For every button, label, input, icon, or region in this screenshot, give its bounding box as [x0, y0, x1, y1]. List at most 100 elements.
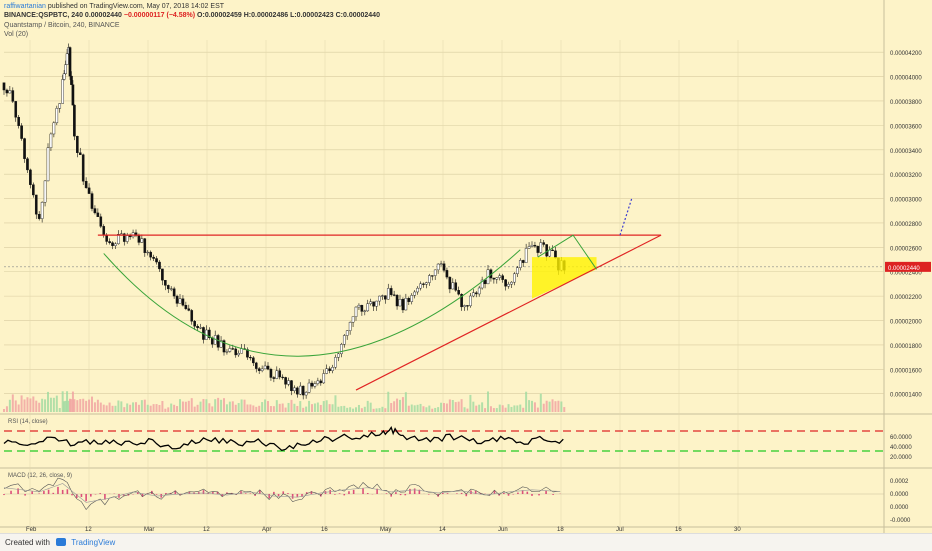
volume-bar — [135, 402, 137, 412]
candle-body — [402, 299, 404, 310]
candle-body — [26, 159, 28, 170]
volume-bar — [469, 395, 471, 412]
volume-bar — [12, 394, 14, 412]
candle-body — [452, 283, 454, 289]
volume-bar — [47, 392, 49, 412]
change-value: −0.00000117 (−4.58%) — [124, 12, 195, 19]
candle-body — [302, 386, 304, 395]
volume-bar — [411, 405, 413, 412]
volume-bar — [141, 400, 143, 412]
volume-bar — [352, 409, 354, 412]
volume-bar — [420, 404, 422, 412]
volume-bar — [241, 399, 243, 412]
macd-histogram-bar — [508, 494, 510, 496]
volume-bar — [232, 401, 234, 412]
volume-bar — [543, 404, 545, 412]
macd-histogram-bar — [442, 493, 444, 494]
volume-bar — [464, 407, 466, 412]
volume-bar — [340, 406, 342, 412]
volume-bar — [417, 405, 419, 412]
macd-histogram-bar — [461, 493, 463, 494]
volume-bar — [361, 408, 363, 412]
macd-histogram-bar — [81, 494, 83, 497]
volume-bar — [422, 406, 424, 412]
volume-bar — [452, 400, 454, 412]
volume-bar — [293, 404, 295, 412]
macd-histogram-bar — [268, 494, 270, 498]
candle-body — [299, 386, 301, 394]
candle-body — [287, 381, 289, 385]
candle-body — [502, 276, 504, 280]
candle-body — [241, 349, 243, 354]
volume-bar — [211, 406, 213, 412]
candle-body — [390, 288, 392, 294]
volume-bar — [32, 396, 34, 412]
candle-body — [114, 244, 116, 246]
candle-body — [358, 305, 360, 307]
volume-bar — [490, 406, 492, 412]
candle-body — [537, 246, 539, 252]
volume-bar — [434, 408, 436, 412]
volume-bar — [41, 399, 43, 412]
volume-bar — [458, 402, 460, 412]
volume-bar — [519, 405, 521, 412]
volume-bar — [384, 408, 386, 412]
candle-body — [109, 241, 111, 242]
candle-body — [466, 305, 468, 306]
volume-bar — [475, 406, 477, 412]
volume-bar — [126, 403, 128, 412]
candle-body — [496, 278, 498, 280]
volume-bar — [255, 407, 257, 412]
candle-body — [285, 377, 287, 384]
candle-body — [308, 383, 310, 392]
candle-body — [261, 369, 263, 371]
candle-body — [47, 148, 49, 181]
volume-bar — [273, 406, 275, 412]
volume-bar — [314, 403, 316, 412]
candle-body — [510, 282, 512, 284]
candle-body — [528, 247, 530, 249]
volume-bar — [191, 398, 193, 412]
volume-bar — [554, 401, 556, 412]
volume-bar — [449, 399, 451, 412]
candle-body — [32, 185, 34, 195]
macd-histogram-bar — [43, 491, 45, 494]
projection-arrow — [620, 199, 632, 236]
volume-bar — [305, 407, 307, 412]
candle-body — [91, 194, 93, 209]
candle-body — [188, 309, 190, 311]
triangle-fill — [532, 257, 597, 298]
price-tick-label: 0.00003200 — [890, 173, 922, 179]
candle-body — [384, 296, 386, 300]
candle-body — [185, 305, 187, 308]
macd-histogram-bar — [287, 493, 289, 494]
candle-body — [290, 381, 292, 391]
candle-body — [355, 307, 357, 317]
candle-body — [305, 392, 307, 395]
price-tick-label: 0.00004000 — [890, 76, 922, 82]
candle-body — [364, 311, 366, 312]
volume-bar — [349, 407, 351, 412]
candle-body — [340, 344, 342, 353]
macd-histogram-bar — [57, 487, 59, 494]
author-link[interactable]: raffiwartanian — [4, 3, 46, 10]
macd-histogram-bar — [353, 490, 355, 494]
volume-bar — [402, 397, 404, 412]
candle-body — [293, 388, 295, 391]
volume-bar — [6, 406, 8, 412]
volume-bar — [158, 405, 160, 412]
volume-bar — [513, 405, 515, 412]
published-text: published on TradingView.com, May 07, 20… — [48, 3, 224, 10]
tradingview-link[interactable]: TradingView — [71, 538, 115, 547]
candle-body — [349, 322, 351, 330]
volume-bar — [505, 408, 507, 412]
volume-bar — [238, 403, 240, 412]
volume-bar — [109, 403, 111, 412]
volume-bar — [414, 405, 416, 412]
volume-bar — [540, 394, 542, 412]
candle-body — [449, 277, 451, 289]
volume-bar — [103, 405, 105, 412]
annotations — [98, 199, 661, 390]
macd-histogram-bar — [343, 494, 345, 495]
candle-body — [147, 252, 149, 253]
